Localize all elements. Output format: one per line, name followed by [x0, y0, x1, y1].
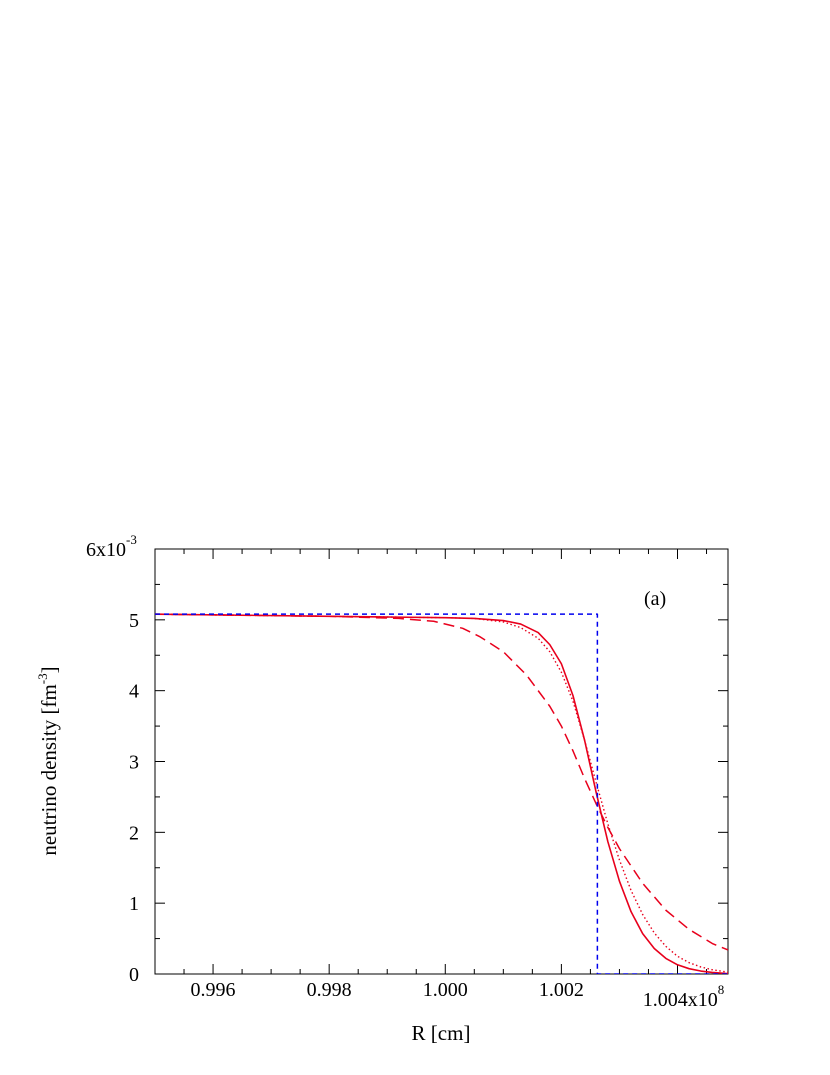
- x-multiplier-exponent: 8: [718, 982, 725, 997]
- x-tick-label: 1.002: [539, 979, 584, 1001]
- x-tick-label: 1.004x108: [643, 982, 725, 1011]
- y-multiplier-exponent: -3: [126, 532, 137, 547]
- tick-labels: 0.996 0.998 1.000 1.002 1.004x108 0 1 2 3 4 5 6x10-…: [86, 532, 724, 1011]
- y-axis-label: neutrino density [fm-3]: [35, 666, 61, 855]
- y-tick-label: 5: [129, 610, 139, 632]
- y-tick-label: 0: [129, 964, 139, 986]
- y-tick-label: 3: [129, 752, 139, 774]
- panel-label: (a): [644, 588, 666, 610]
- y-tick-label: 4: [129, 681, 139, 703]
- plot-frame: [154, 548, 729, 975]
- y-tick-label: 2: [129, 822, 139, 844]
- dashed-series-line: [155, 613, 728, 951]
- y-axis-label-exponent: -3: [35, 673, 50, 684]
- axis-ticks: [155, 548, 728, 975]
- y-tick-label: 1: [129, 893, 139, 915]
- y-axis-label-prefix: neutrino density [fm: [37, 684, 61, 855]
- y-tick-label: 6x10-3: [86, 532, 137, 561]
- x-tick-label: 0.998: [307, 979, 352, 1001]
- series-layer: [155, 613, 728, 974]
- short-dashed-series-line: [155, 613, 728, 974]
- x-tick-label: 0.996: [191, 979, 236, 1001]
- solid-series-line: [155, 613, 728, 974]
- y-axis-label-suffix: ]: [37, 666, 61, 673]
- dotted-series-line: [155, 613, 728, 973]
- x-axis-label: R [cm]: [412, 1021, 471, 1045]
- x-tick-label: 1.000: [423, 979, 468, 1001]
